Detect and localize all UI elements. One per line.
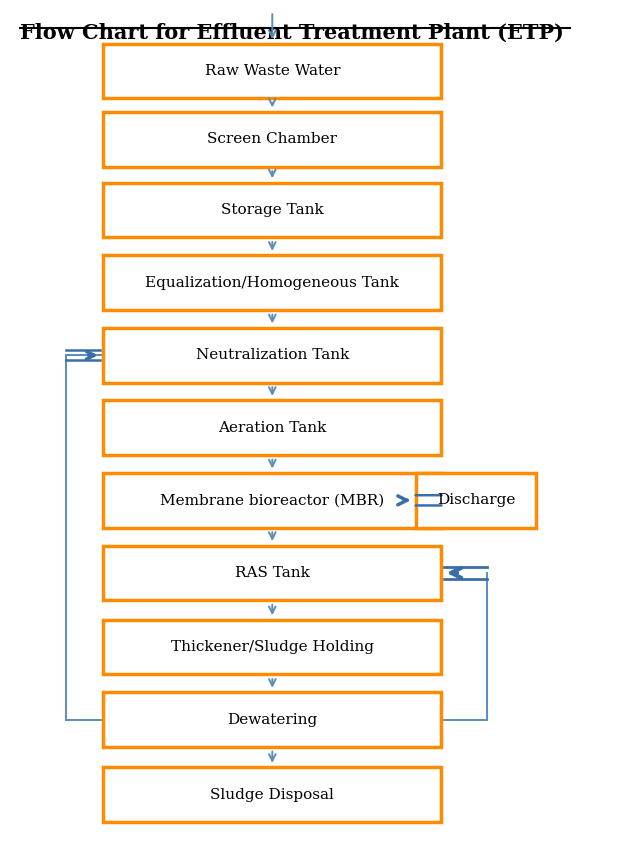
Text: Equalization/Homogeneous Tank: Equalization/Homogeneous Tank [146, 276, 399, 289]
Text: Storage Tank: Storage Tank [221, 204, 324, 217]
Text: Discharge: Discharge [437, 493, 515, 508]
FancyBboxPatch shape [415, 473, 536, 527]
FancyBboxPatch shape [103, 692, 442, 747]
Text: Dewatering: Dewatering [227, 713, 317, 727]
Text: Raw Waste Water: Raw Waste Water [204, 64, 340, 78]
FancyBboxPatch shape [103, 473, 442, 527]
FancyBboxPatch shape [103, 545, 442, 600]
Text: Flow Chart for Effluent Treatment Plant (ETP): Flow Chart for Effluent Treatment Plant … [20, 23, 564, 43]
Text: Neutralization Tank: Neutralization Tank [196, 348, 349, 362]
Text: Screen Chamber: Screen Chamber [207, 132, 337, 146]
FancyBboxPatch shape [103, 328, 442, 382]
Text: RAS Tank: RAS Tank [235, 566, 310, 580]
Text: Thickener/Sludge Holding: Thickener/Sludge Holding [171, 640, 374, 654]
FancyBboxPatch shape [103, 400, 442, 455]
FancyBboxPatch shape [103, 112, 442, 167]
Text: Aeration Tank: Aeration Tank [218, 421, 326, 435]
FancyBboxPatch shape [103, 183, 442, 237]
Text: Membrane bioreactor (MBR): Membrane bioreactor (MBR) [160, 493, 385, 508]
Text: Sludge Disposal: Sludge Disposal [210, 788, 334, 801]
FancyBboxPatch shape [103, 255, 442, 310]
FancyBboxPatch shape [103, 620, 442, 674]
FancyBboxPatch shape [103, 767, 442, 822]
FancyBboxPatch shape [103, 44, 442, 99]
